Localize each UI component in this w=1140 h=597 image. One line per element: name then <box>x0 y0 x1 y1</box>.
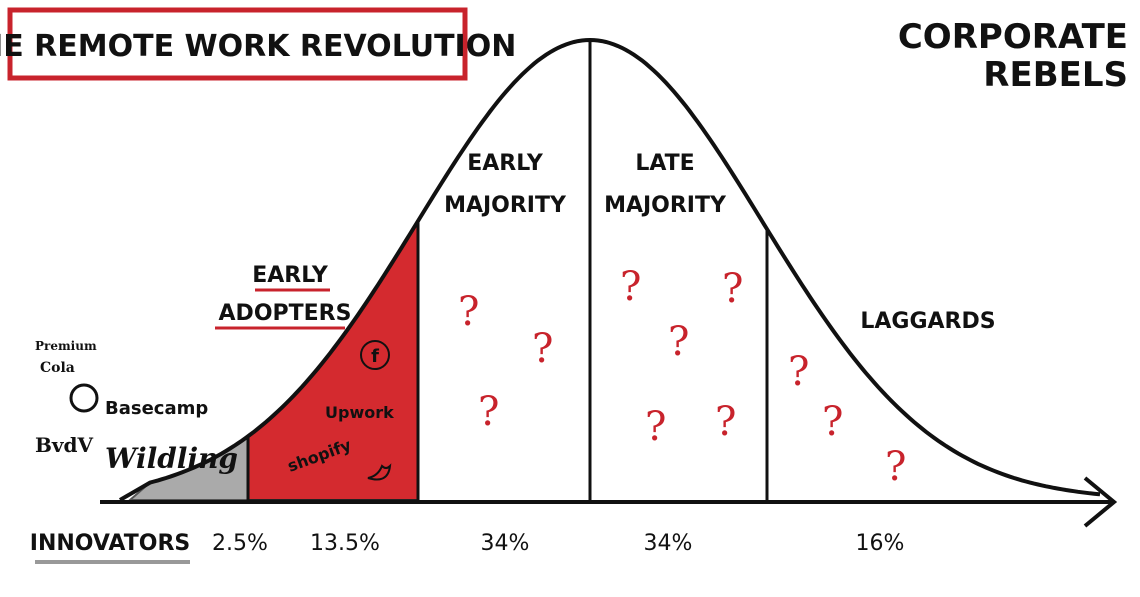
company: Wildling <box>105 442 238 475</box>
brand: REBELS <box>983 55 1128 95</box>
question-mark: ? <box>885 444 906 490</box>
facebook-icon <box>360 340 390 370</box>
question-mark: ? <box>532 326 553 372</box>
segment-label: LAGGARDS <box>860 309 995 334</box>
title-frame <box>7 7 468 81</box>
share: 13.5% <box>310 531 380 556</box>
question-mark: ? <box>645 404 666 450</box>
segment-label: LATE <box>635 151 694 176</box>
company: Premium <box>35 339 97 353</box>
share: 16% <box>856 531 905 556</box>
basecamp-icon <box>69 383 99 413</box>
share: 34% <box>644 531 693 556</box>
question-mark: ? <box>478 389 499 435</box>
question-mark: ? <box>620 264 641 310</box>
bell-curve <box>118 37 1101 502</box>
brand: CORPORATE <box>898 17 1128 57</box>
curve-group <box>100 37 1118 528</box>
twitter-icon <box>367 463 392 481</box>
company: f <box>371 346 379 367</box>
question-mark: ? <box>668 319 689 365</box>
company: Basecamp <box>105 398 208 419</box>
segment-label: MAJORITY <box>604 193 727 218</box>
title: THE REMOTE WORK REVOLUTION <box>0 29 516 64</box>
question-mark: ? <box>822 399 843 445</box>
question-mark: ? <box>715 399 736 445</box>
company: BvdV <box>35 433 94 457</box>
segment-label: ADOPTERS <box>219 301 352 326</box>
segment-label: INNOVATORS <box>30 531 190 556</box>
segment-label: EARLY <box>467 151 544 176</box>
segment-label: MAJORITY <box>444 193 567 218</box>
question-mark: ? <box>722 266 743 312</box>
segment-label: EARLY <box>252 263 329 288</box>
share: 34% <box>481 531 530 556</box>
share: 2.5% <box>212 531 268 556</box>
question-mark: ? <box>458 289 479 335</box>
question-mark: ? <box>788 349 809 395</box>
arrow-head <box>1083 476 1118 528</box>
company: Cola <box>40 360 75 376</box>
company: Upwork <box>325 403 394 422</box>
